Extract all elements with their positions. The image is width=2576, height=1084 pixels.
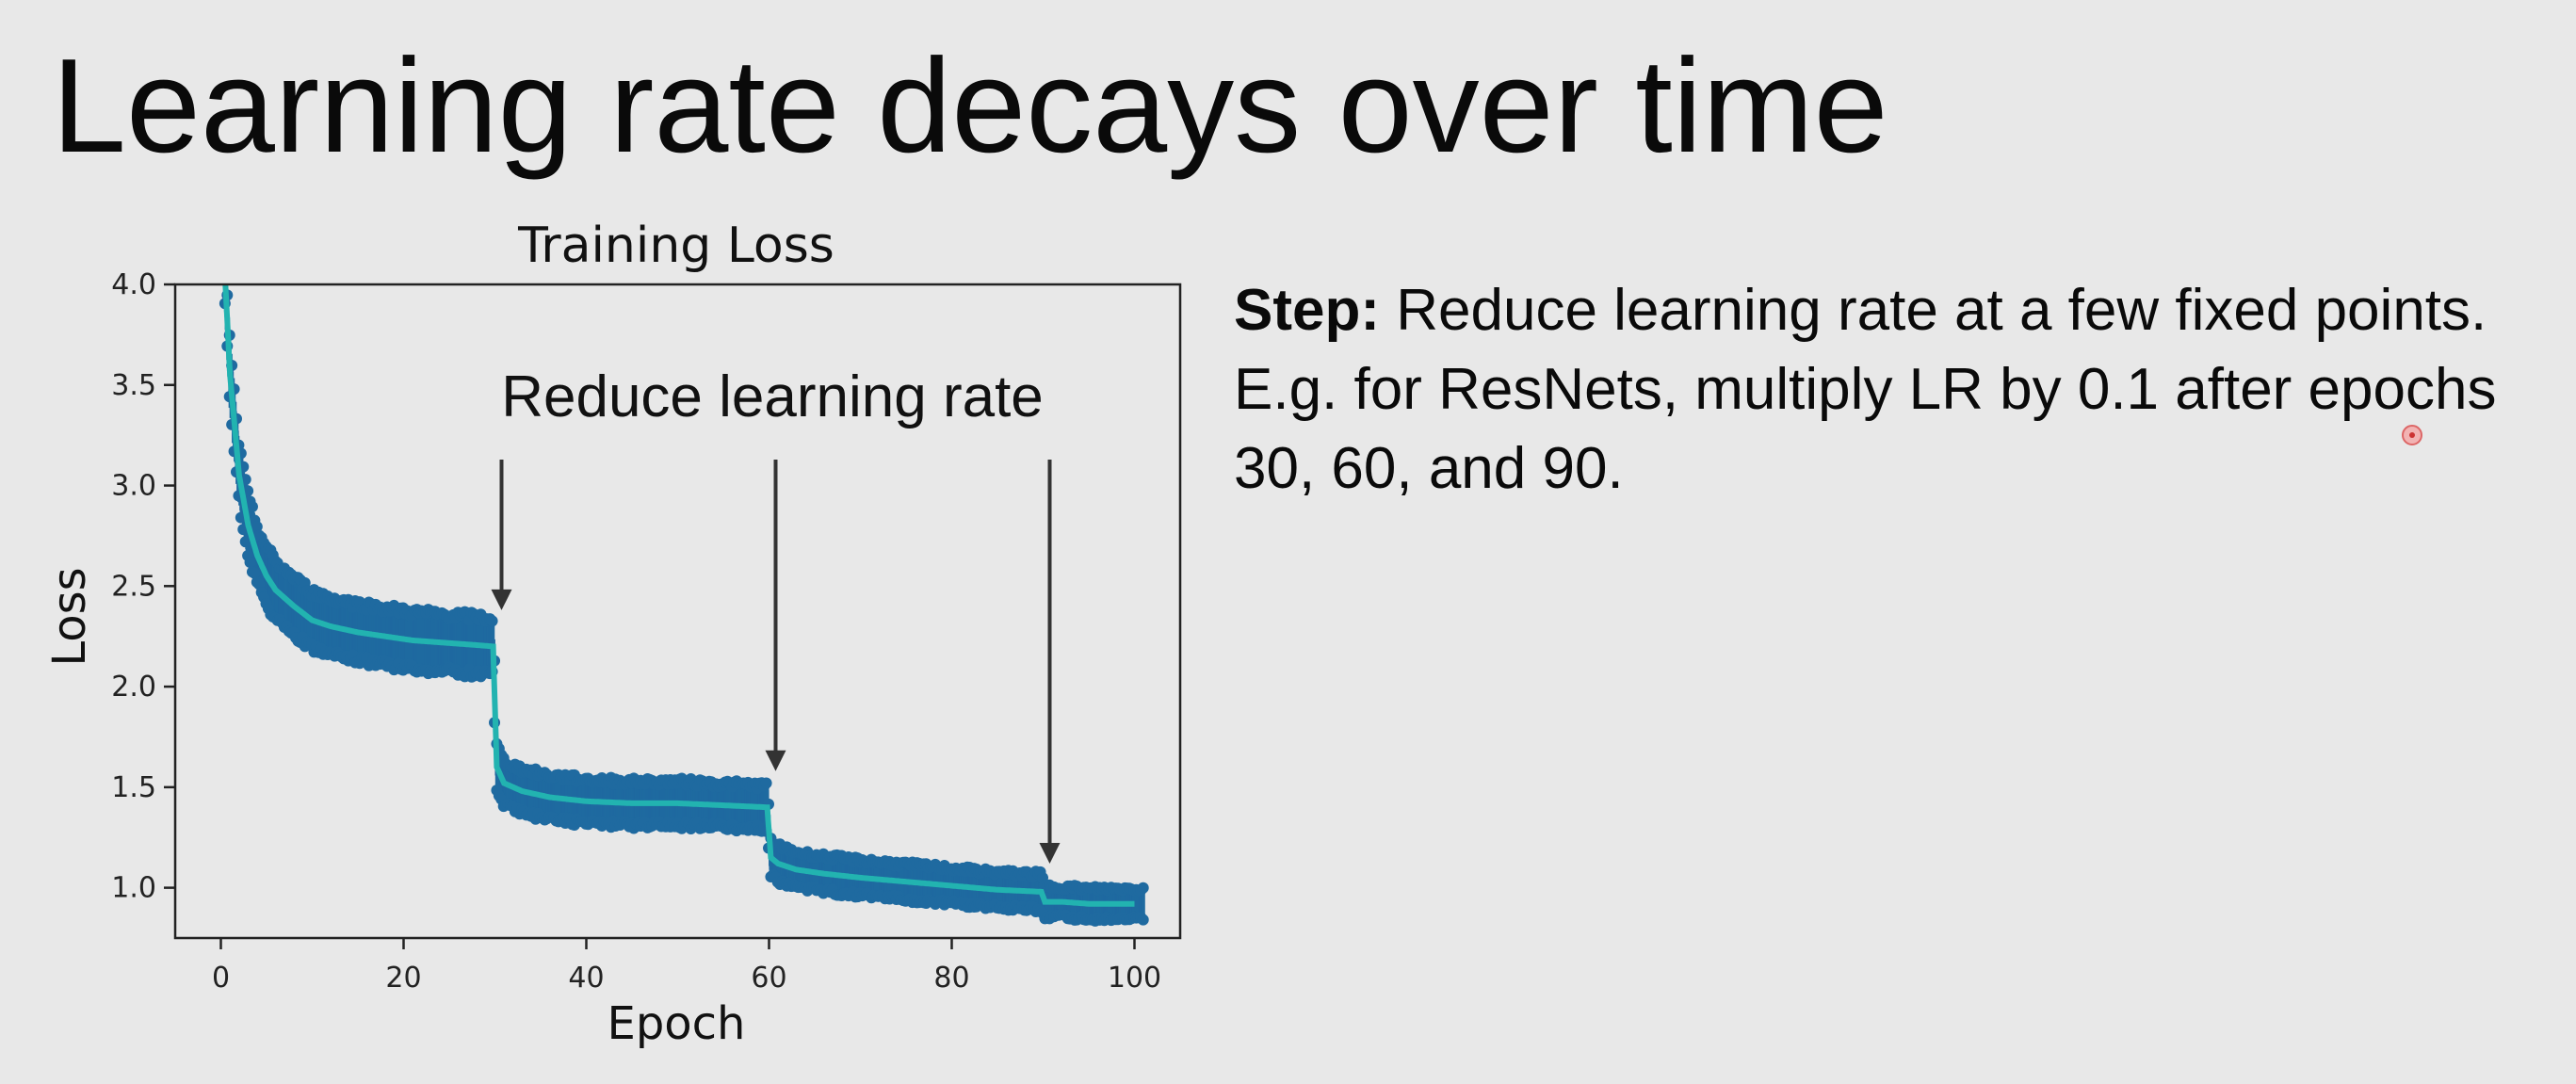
annotation-reduce-lr: Reduce learning rate — [501, 364, 1044, 429]
plot-area — [217, 175, 1149, 927]
y-tick-label: 1.0 — [111, 872, 156, 905]
raw-loss-point — [486, 615, 498, 627]
raw-loss-point — [251, 521, 263, 533]
y-tick-label: 2.0 — [111, 671, 156, 704]
raw-loss-point — [217, 175, 228, 186]
step-body: Reduce learning rate at a few fixed poin… — [1234, 278, 2497, 501]
y-tick-label: 2.5 — [111, 570, 156, 603]
raw-loss-point — [246, 501, 258, 513]
y-tick-label: 4.0 — [111, 268, 156, 301]
slide-title: Learning rate decays over time — [52, 31, 1888, 181]
raw-loss-point — [1137, 914, 1149, 926]
y-tick-label: 3.0 — [111, 470, 156, 503]
x-tick-label: 40 — [568, 962, 604, 995]
x-tick-label: 60 — [751, 962, 786, 995]
x-tick-label: 100 — [1108, 962, 1161, 995]
y-tick-label: 3.5 — [111, 369, 156, 402]
x-tick-label: 80 — [933, 962, 969, 995]
pointer-cursor-icon — [2402, 425, 2422, 445]
arrow-head — [491, 589, 512, 610]
step-label: Step: — [1234, 278, 1380, 343]
raw-loss-point — [219, 235, 231, 247]
chart-title: Training Loss — [517, 218, 834, 274]
raw-loss-point — [239, 536, 251, 548]
y-axis-label: Loss — [43, 567, 96, 666]
axes: 0 20 40 60 80 100 1.0 1.5 2.0 2.5 3.0 3.5 4.0 — [111, 268, 1182, 995]
arrow-head — [1039, 842, 1061, 864]
x-axis-label: Epoch — [608, 997, 746, 1050]
raw-loss-point — [244, 556, 256, 568]
x-tick-label: 20 — [385, 962, 421, 995]
y-tick-label: 1.5 — [111, 771, 156, 804]
plot-frame — [173, 283, 1182, 940]
raw-loss-point — [760, 777, 772, 789]
smoothed-loss-line — [222, 284, 1135, 907]
raw-loss-point — [1137, 882, 1149, 894]
raw-loss-point — [249, 567, 261, 579]
plot-clipped — [217, 175, 1149, 927]
raw-loss-point — [217, 237, 228, 249]
step-description: Step: Reduce learning rate at a few fixe… — [1234, 271, 2552, 509]
x-tick-label: 0 — [212, 962, 230, 995]
raw-loss-band — [217, 175, 1149, 927]
annotations: Reduce learning rate — [491, 364, 1061, 864]
arrow-head — [765, 750, 786, 771]
